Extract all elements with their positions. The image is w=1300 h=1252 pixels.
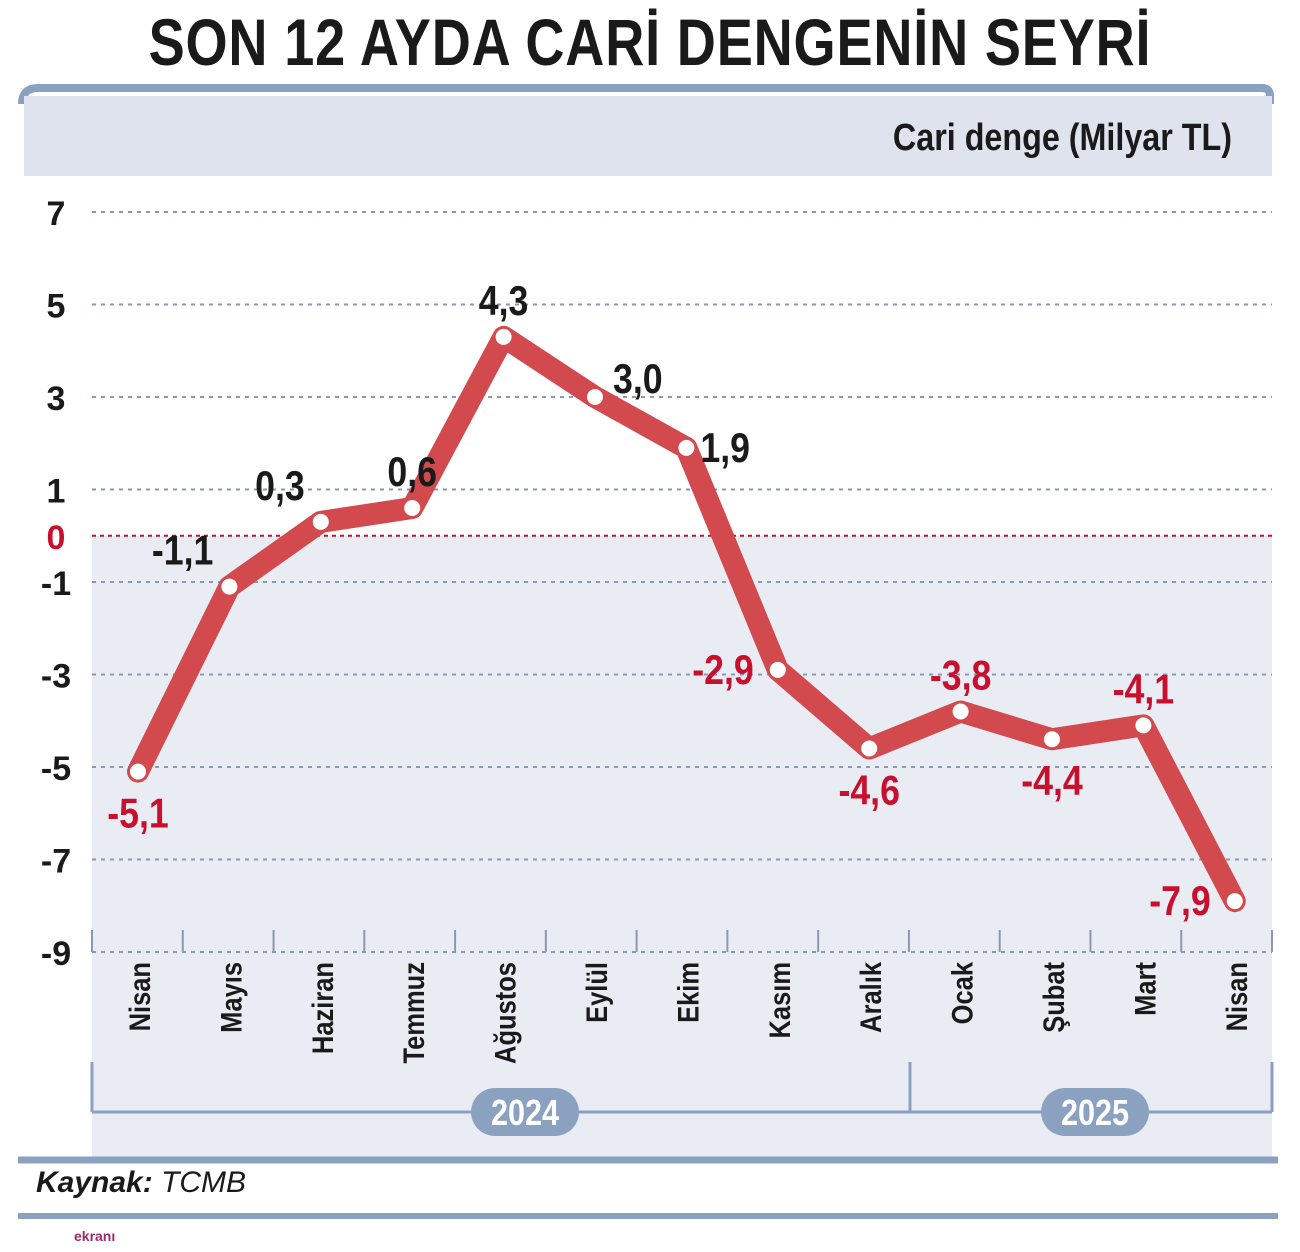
x-tick-label: Ocak xyxy=(946,962,979,1025)
source-value: TCMB xyxy=(161,1166,247,1199)
data-label: 4,3 xyxy=(479,278,529,324)
data-label: -1,1 xyxy=(152,528,214,574)
negative-region xyxy=(92,536,1272,1158)
data-label: 0,3 xyxy=(255,463,305,509)
y-tick-label: 0 xyxy=(47,519,66,557)
data-label: -7,9 xyxy=(1149,878,1211,924)
header-band xyxy=(24,96,1272,176)
data-point xyxy=(1224,891,1245,912)
data-label: 0,6 xyxy=(387,449,437,495)
year-badge xyxy=(1041,1088,1149,1136)
data-label: -4,4 xyxy=(1021,759,1083,805)
x-tick-label: Nisan xyxy=(123,962,156,1031)
source-label: Kaynak: xyxy=(36,1166,153,1199)
data-point xyxy=(219,576,240,597)
grid-layer xyxy=(92,211,1272,861)
x-tick-label: Eylül xyxy=(580,962,613,1023)
x-tick-label: Kasım xyxy=(763,962,796,1039)
data-point xyxy=(676,437,697,458)
data-label: -4,1 xyxy=(1113,667,1175,713)
data-label: 3,0 xyxy=(613,356,663,402)
data-point xyxy=(310,511,331,532)
y-tick-label: 5 xyxy=(47,288,66,326)
points-layer xyxy=(128,326,1245,912)
ekran-logo: ekranı xyxy=(74,1228,116,1244)
y-tick-label: -1 xyxy=(41,565,71,603)
x-tick-label: Haziran xyxy=(306,962,339,1054)
data-point xyxy=(585,387,605,407)
year-label: 2025 xyxy=(1061,1094,1129,1134)
y-tick-label: -9 xyxy=(41,935,71,973)
x-tick-label: Ekim xyxy=(671,962,704,1023)
data-label: -4,6 xyxy=(838,768,900,814)
year-groups: 2024 2025 xyxy=(90,1062,1274,1136)
x-tick-label: Ağustos xyxy=(489,962,522,1064)
data-point xyxy=(128,761,148,782)
chart-title: SON 12 AYDA CARİ DENGENİN SEYRİ xyxy=(148,5,1152,79)
x-tick-label: Temmuz xyxy=(397,962,430,1063)
year-label: 2024 xyxy=(491,1094,559,1134)
y-tick-label: -7 xyxy=(41,843,71,881)
source-note: Kaynak: TCMB xyxy=(36,1166,246,1200)
x-axis: Nisan Mayıs Haziran Temmuz Ağustos Eylül Ekim K… xyxy=(91,930,1273,1064)
x-tick-label: Nisan xyxy=(1220,962,1253,1031)
x-tick-label: Mart xyxy=(1128,962,1161,1016)
y-tick-label: 1 xyxy=(47,473,66,511)
data-point xyxy=(950,701,971,722)
x-tick-label: Aralık xyxy=(854,962,887,1033)
data-point xyxy=(1042,729,1062,750)
data-label: -5,1 xyxy=(107,791,169,837)
x-tick-label: Şubat xyxy=(1037,962,1070,1033)
y-tick-label: -3 xyxy=(41,658,71,696)
data-labels-layer: -5,1-1,10,3 0,64,33,01,9-2,9-4,6-3,8-4,4-… xyxy=(107,278,1211,925)
y-tick-label: 3 xyxy=(47,380,66,418)
data-point xyxy=(1133,715,1154,736)
data-label: -3,8 xyxy=(930,653,992,699)
data-label: -2,9 xyxy=(692,647,754,693)
x-tick-label: Mayıs xyxy=(214,962,247,1033)
y-tick-label: -5 xyxy=(41,750,71,788)
panel-top-rule xyxy=(18,84,1274,105)
data-label: 1,9 xyxy=(700,425,750,471)
data-point xyxy=(859,738,880,759)
data-point xyxy=(767,659,788,680)
y-axis-ticks: 7 5 3 1 0 -1 -3 -5 -7 -9 xyxy=(41,195,71,973)
data-point xyxy=(402,498,423,518)
y-tick-label: 7 xyxy=(47,195,66,233)
data-point xyxy=(493,326,514,347)
chart-subtitle: Cari denge (Milyar TL) xyxy=(893,117,1232,159)
year-badge xyxy=(471,1088,579,1136)
